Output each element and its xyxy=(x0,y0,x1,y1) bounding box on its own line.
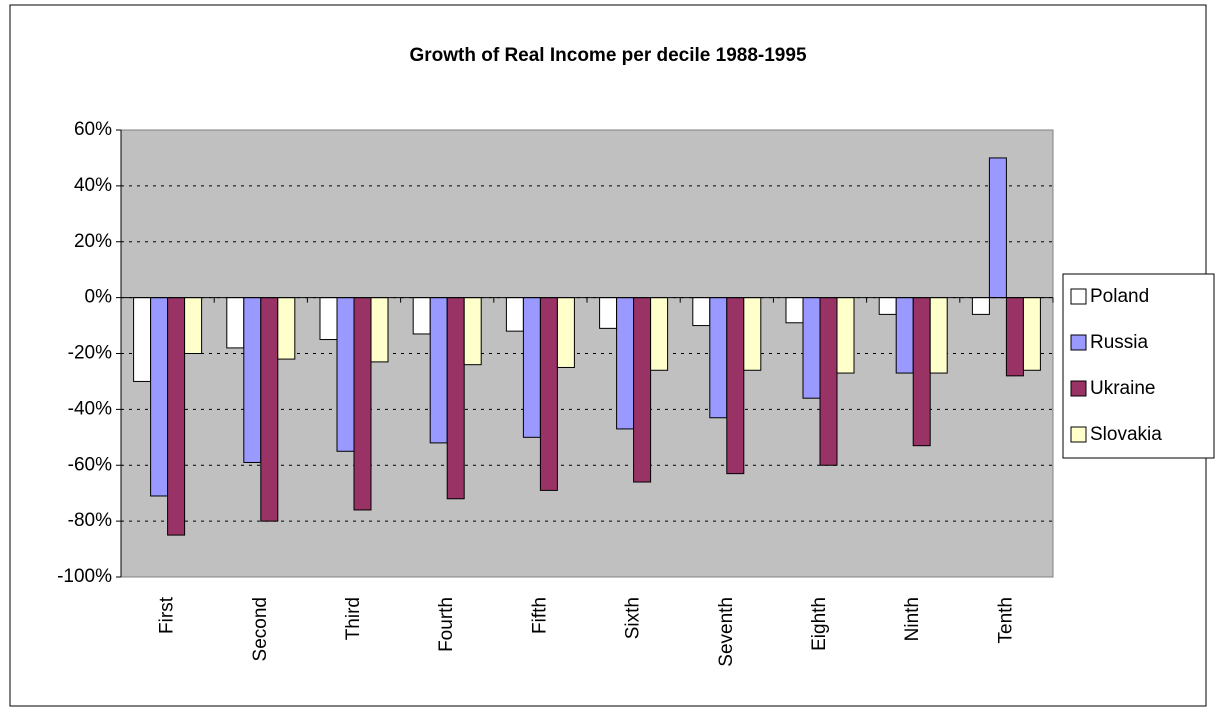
bar xyxy=(539,297,558,491)
bar xyxy=(616,297,635,430)
y-tick-label: 60% xyxy=(74,119,112,140)
y-tick-label: 20% xyxy=(74,231,112,252)
bar xyxy=(1005,297,1024,377)
bar xyxy=(912,297,931,447)
x-tick-label: Third xyxy=(343,597,364,640)
chart-title: Growth of Real Income per decile 1988-19… xyxy=(409,45,806,66)
bar xyxy=(184,297,203,354)
bar xyxy=(319,297,338,341)
legend-swatch xyxy=(1070,426,1087,443)
bar xyxy=(895,297,914,374)
legend-label: Slovakia xyxy=(1090,424,1162,445)
legend-label: Ukraine xyxy=(1090,378,1155,399)
bar xyxy=(556,297,575,368)
x-tick-label: Fourth xyxy=(436,597,457,652)
legend xyxy=(1062,273,1215,459)
bar xyxy=(988,157,1007,299)
y-tick-label: -60% xyxy=(68,454,112,475)
bar xyxy=(463,297,482,366)
y-tick-label: -100% xyxy=(57,566,112,587)
bar xyxy=(971,297,990,315)
bar xyxy=(692,297,711,327)
y-tick-label: -40% xyxy=(68,398,112,419)
bar xyxy=(743,297,762,371)
bar xyxy=(819,297,838,466)
legend-swatch xyxy=(1070,288,1087,305)
bar xyxy=(1022,297,1041,371)
bar xyxy=(226,297,245,349)
bar xyxy=(836,297,855,374)
y-tick-label: 40% xyxy=(74,175,112,196)
y-tick-label: 0% xyxy=(85,287,113,308)
bar xyxy=(370,297,389,363)
bar xyxy=(446,297,465,500)
x-tick-label: First xyxy=(157,596,178,634)
bar xyxy=(277,297,296,360)
bar xyxy=(412,297,431,335)
bar xyxy=(929,297,948,374)
y-tick-label: -20% xyxy=(68,343,112,364)
bar xyxy=(650,297,669,371)
x-tick-label: Seventh xyxy=(716,597,737,667)
bar xyxy=(429,297,448,444)
bar xyxy=(353,297,372,511)
bar xyxy=(785,297,804,324)
bar xyxy=(709,297,728,419)
bar xyxy=(133,297,152,382)
x-tick-label: Eighth xyxy=(809,597,830,651)
y-tick-label: -80% xyxy=(68,510,112,531)
bar xyxy=(878,297,897,315)
x-tick-label: Tenth xyxy=(995,597,1016,643)
bar xyxy=(522,297,541,438)
legend-label: Russia xyxy=(1090,332,1149,353)
legend-swatch xyxy=(1070,380,1087,397)
x-tick-label: Second xyxy=(250,597,271,661)
x-tick-label: Sixth xyxy=(623,597,644,639)
bar xyxy=(505,297,524,332)
x-tick-label: Ninth xyxy=(902,597,923,641)
legend-swatch xyxy=(1070,334,1087,351)
legend-label: Poland xyxy=(1090,286,1149,307)
bar xyxy=(802,297,821,399)
bar xyxy=(633,297,652,483)
bar xyxy=(599,297,618,329)
bar xyxy=(726,297,745,475)
x-tick-label: Fifth xyxy=(529,597,550,634)
bar xyxy=(260,297,279,522)
bar xyxy=(167,297,186,536)
bar xyxy=(150,297,169,497)
bar xyxy=(336,297,355,452)
bar xyxy=(243,297,262,463)
